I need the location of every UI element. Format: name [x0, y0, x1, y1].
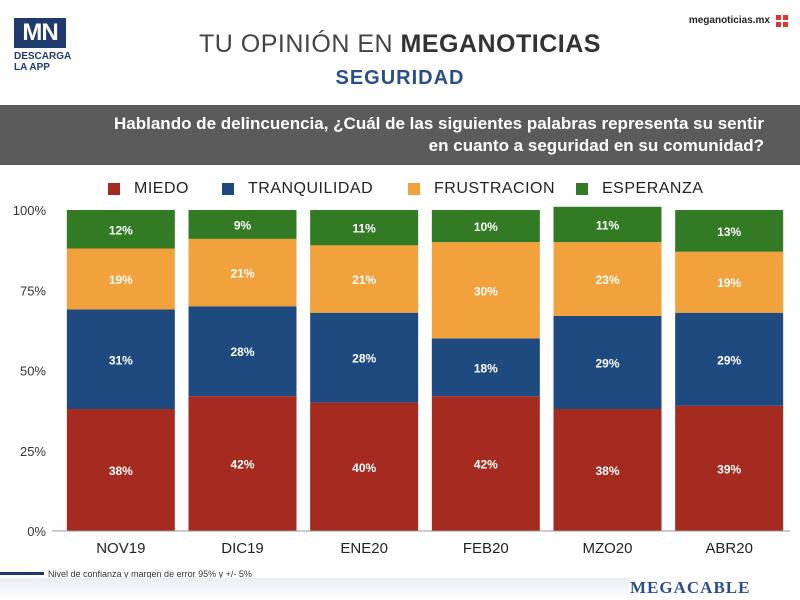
grid-icon: [776, 15, 788, 27]
bar-segment-frustracion: [675, 251, 784, 313]
y-tick-label: 25%: [20, 444, 46, 459]
bar-segment-tranquilidad: [188, 306, 297, 397]
data-label: 39%: [717, 462, 741, 476]
bar-segment-miedo: [310, 402, 419, 531]
bar-segment-tranquilidad: [675, 312, 784, 406]
data-label: 31%: [109, 353, 133, 367]
bar-segment-frustracion: [310, 245, 419, 313]
data-label: 19%: [109, 273, 133, 287]
data-label: 42%: [474, 458, 498, 472]
bar-segment-frustracion: [431, 242, 540, 339]
data-label: 42%: [230, 458, 254, 472]
data-label: 10%: [474, 220, 498, 234]
bar-segment-tranquilidad: [310, 312, 419, 403]
footer-bar: [0, 578, 630, 600]
data-label: 38%: [595, 464, 619, 478]
data-label: 21%: [352, 273, 376, 287]
bar-segment-esperanza: [66, 210, 175, 249]
x-tick-label: ENE20: [340, 540, 388, 557]
legend-label: MIEDO: [134, 180, 189, 197]
legend-label: ESPERANZA: [602, 180, 704, 197]
data-label: 30%: [474, 284, 498, 298]
data-label: 11%: [596, 218, 620, 232]
x-tick-label: MZO20: [582, 540, 632, 557]
data-label: 12%: [109, 223, 133, 237]
x-tick-label: NOV19: [96, 540, 145, 557]
legend-label: FRUSTRACION: [434, 180, 556, 197]
y-tick-label: 50%: [20, 364, 46, 379]
page-title: TU OPINIÓN EN MEGANOTICIAS: [0, 30, 800, 59]
legend-swatch: [576, 183, 588, 195]
bar-segment-miedo: [675, 405, 784, 531]
data-label: 38%: [109, 464, 133, 478]
y-tick-label: 75%: [20, 283, 46, 298]
legend-item-frustracion: FRUSTRACION: [408, 180, 555, 198]
data-label: 19%: [717, 276, 741, 290]
legend-item-miedo: MIEDO: [108, 180, 189, 198]
legend-item-esperanza: ESPERANZA: [576, 180, 703, 198]
logo-mark: MN: [14, 18, 66, 48]
title-bold: MEGANOTICIAS: [400, 30, 601, 58]
bar-segment-esperanza: [310, 210, 419, 246]
chart-legend: MIEDO TRANQUILIDAD FRUSTRACION ESPERANZA: [0, 180, 800, 202]
megacable-logo: MEGACABLE: [630, 578, 751, 597]
bar-segment-frustracion: [188, 238, 297, 307]
data-label: 29%: [717, 353, 741, 367]
y-tick-label: 0%: [27, 524, 46, 539]
y-tick-label: 100%: [13, 203, 47, 218]
footer-accent-line: [0, 572, 44, 575]
data-label: 40%: [352, 461, 376, 475]
legend-swatch: [108, 183, 120, 195]
logo-caption-line-1: DESCARGA: [14, 51, 72, 62]
footnote: Nivel de confianza y margen de error 95%…: [48, 569, 252, 579]
bar-segment-tranquilidad: [66, 309, 175, 410]
data-label: 18%: [474, 361, 498, 375]
x-tick-label: DIC19: [221, 540, 264, 557]
bar-segment-tranquilidad: [553, 315, 662, 410]
bar-segment-miedo: [66, 409, 175, 531]
legend-label: TRANQUILIDAD: [248, 180, 374, 197]
bar-segment-miedo: [431, 396, 540, 531]
data-label: 28%: [230, 345, 254, 359]
question-banner: Hablando de delincuencia, ¿Cuál de las s…: [0, 105, 800, 165]
x-tick-label: FEB20: [463, 540, 509, 557]
title-light: TU OPINIÓN EN: [199, 30, 401, 58]
question-line-1: Hablando de delincuencia, ¿Cuál de las s…: [114, 114, 764, 133]
logo-caption-line-2: LA APP: [14, 62, 50, 73]
bar-segment-miedo: [553, 409, 662, 531]
data-label: 11%: [352, 222, 376, 236]
data-label: 23%: [595, 273, 619, 287]
data-label: 28%: [352, 352, 376, 366]
bar-segment-esperanza: [675, 210, 784, 252]
legend-swatch: [408, 183, 420, 195]
bar-segment-frustracion: [66, 248, 175, 310]
legend-item-tranquilidad: TRANQUILIDAD: [222, 180, 373, 198]
data-label: 21%: [230, 267, 254, 281]
bar-segment-esperanza: [188, 210, 297, 239]
data-label: 29%: [595, 356, 619, 370]
download-app-caption: DESCARGA LA APP: [14, 51, 74, 73]
logo-text: MN: [22, 19, 58, 46]
x-tick-label: ABR20: [705, 540, 753, 557]
bar-segment-esperanza: [553, 206, 662, 243]
meganoticias-logo[interactable]: MN DESCARGA LA APP: [14, 18, 74, 73]
bar-segment-miedo: [188, 396, 297, 531]
page-subtitle: SEGURIDAD: [335, 67, 465, 89]
legend-swatch: [222, 183, 234, 195]
site-url[interactable]: meganoticias.mx: [688, 15, 770, 26]
bar-segment-tranquilidad: [431, 338, 540, 397]
data-label: 9%: [234, 218, 252, 232]
bar-segment-esperanza: [431, 210, 540, 243]
question-line-2: en cuanto a seguridad en su comunidad?: [428, 136, 764, 155]
data-label: 13%: [717, 225, 741, 239]
bar-segment-frustracion: [553, 242, 662, 316]
